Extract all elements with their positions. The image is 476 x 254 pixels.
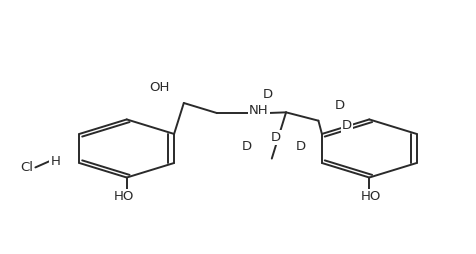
Text: Cl: Cl xyxy=(20,161,33,174)
Text: HO: HO xyxy=(114,190,134,203)
Text: D: D xyxy=(296,140,306,153)
Text: D: D xyxy=(262,88,272,101)
Text: D: D xyxy=(270,131,280,144)
Text: H: H xyxy=(50,155,60,168)
Text: D: D xyxy=(334,99,344,112)
Text: OH: OH xyxy=(149,81,169,94)
Text: D: D xyxy=(341,119,351,132)
Text: D: D xyxy=(241,140,252,153)
Text: NH: NH xyxy=(248,104,268,117)
Text: HO: HO xyxy=(360,190,380,203)
